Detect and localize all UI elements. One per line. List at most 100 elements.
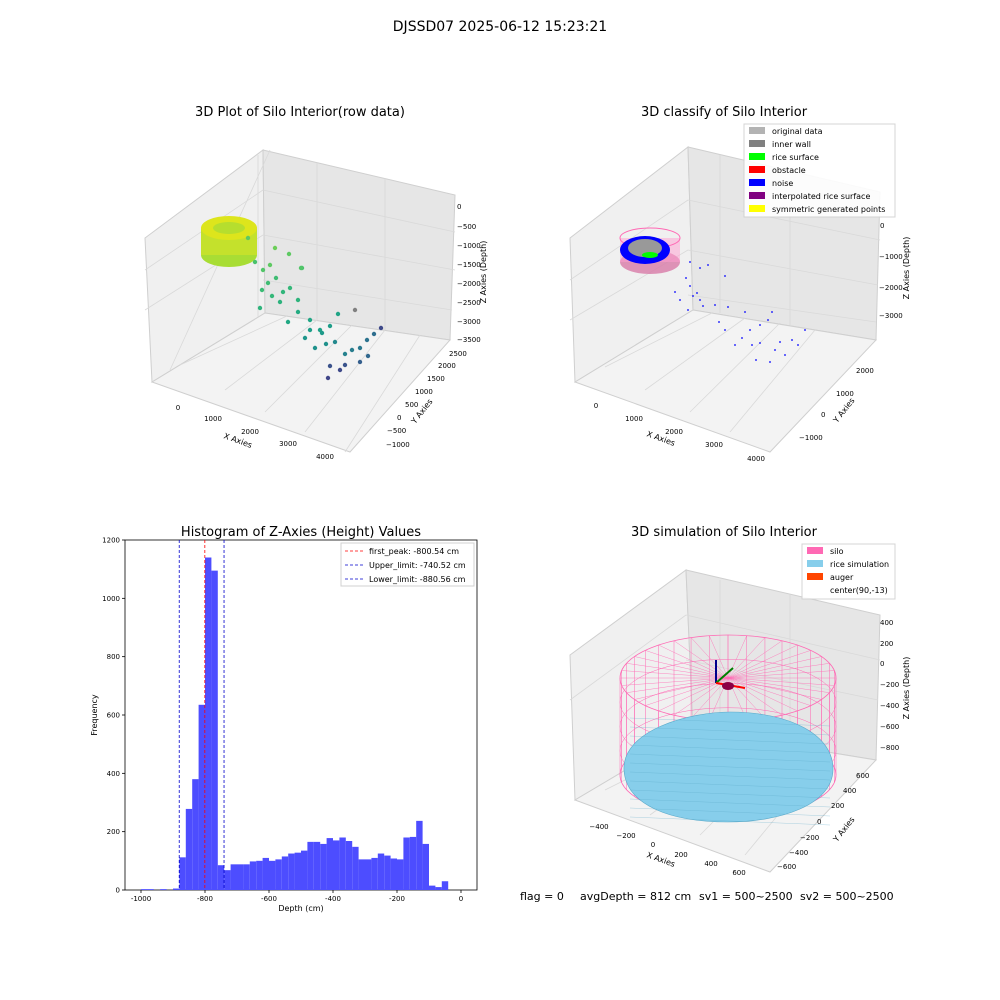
silo-spoke — [626, 663, 729, 679]
histogram-bar — [333, 840, 340, 890]
y-tick-label: 0 — [116, 887, 120, 895]
legend-label: inner wall — [772, 140, 811, 149]
p1-ytick: 500 — [405, 401, 418, 409]
legend-label: symmetric generated points — [772, 205, 885, 214]
p4-ztick: 400 — [880, 619, 893, 627]
scatter-point — [702, 305, 704, 307]
silo-spoke — [621, 677, 729, 686]
silo-spoke — [727, 677, 798, 712]
x-tick-label: -400 — [325, 895, 341, 903]
scatter-point — [371, 331, 377, 337]
silo-spoke — [727, 640, 783, 679]
scatter-point — [696, 292, 698, 294]
scatter-point — [689, 285, 691, 287]
histogram-bar — [262, 857, 269, 890]
x-tick-label: -800 — [197, 895, 213, 903]
scatter-point — [327, 323, 333, 329]
scatter-point — [307, 327, 313, 333]
scatter-point — [755, 359, 757, 361]
histogram-bar — [160, 889, 167, 890]
scatter-point — [259, 287, 265, 293]
scatter-point — [759, 342, 761, 344]
silo-spoke — [727, 677, 835, 686]
histogram-bar — [435, 887, 442, 890]
histogram-bar — [185, 808, 193, 890]
scatter-point — [285, 319, 291, 325]
scatter-point — [744, 311, 746, 313]
scatter-point — [724, 329, 726, 331]
silo-spoke — [727, 670, 835, 679]
p1-ztick: −1000 — [457, 242, 481, 250]
rice-mesh-line — [629, 771, 831, 781]
p4-xtick: 600 — [732, 869, 745, 877]
rice-mesh-line — [629, 744, 831, 754]
panel2-ticks: 0 1000 2000 3000 4000 −1000 0 1000 2000 … — [594, 222, 903, 463]
histogram-bar — [281, 856, 289, 890]
p1-xtick: 3000 — [279, 440, 297, 448]
x-tick-label: -1000 — [131, 895, 151, 903]
silo-spoke — [727, 637, 766, 679]
scatter-point — [312, 345, 318, 351]
legend-swatch — [749, 140, 765, 147]
silo-spoke — [673, 640, 729, 679]
histogram-bar — [147, 889, 154, 890]
panel2-ylabel: Y Axies — [831, 396, 857, 425]
p4-ytick: 400 — [843, 787, 856, 795]
panel3-xticks: -1000 -800 -600 -400 -200 0 — [131, 890, 463, 903]
p2-ytick: 1000 — [836, 390, 854, 398]
scatter-point — [718, 321, 720, 323]
histogram-bar — [409, 836, 417, 890]
p1-ytick: 2500 — [449, 350, 467, 358]
p1-ytick: 1500 — [427, 375, 445, 383]
scatter-point — [277, 299, 283, 305]
panel3-ylabel: Frequency — [90, 694, 99, 736]
auger-y-arrow — [715, 667, 734, 684]
p4-ytick: 200 — [831, 802, 844, 810]
silo-spoke — [621, 670, 729, 679]
histogram-bar — [288, 853, 295, 890]
scatter-point — [774, 349, 776, 351]
p4-ytick: 600 — [856, 772, 869, 780]
p2-xtick: 1000 — [625, 415, 643, 423]
histogram-bar — [217, 865, 225, 890]
p2-xtick: 0 — [594, 402, 598, 410]
legend-swatch — [807, 573, 823, 580]
panel3-axes-frame — [124, 539, 478, 891]
status-flag: flag = 0 — [520, 890, 564, 903]
legend-swatch — [749, 192, 765, 199]
legend-swatch — [749, 205, 765, 212]
p4-xtick: 400 — [704, 860, 717, 868]
silo-spoke — [626, 677, 729, 693]
y-tick-label: 800 — [107, 653, 120, 661]
histogram-bar — [384, 855, 391, 890]
scatter-point — [269, 293, 275, 299]
p4-ztick: −400 — [880, 702, 899, 710]
y-tick-label: 1000 — [102, 595, 120, 603]
x-tick-label: 0 — [459, 895, 463, 903]
scatter-point — [342, 351, 348, 357]
panel3-xlabel: Depth (cm) — [278, 904, 323, 913]
scatter-point — [319, 330, 325, 336]
scatter-point — [378, 325, 384, 331]
scatter-point — [699, 299, 701, 301]
histogram-bar — [358, 859, 365, 890]
silo-spoke — [727, 650, 811, 679]
y-tick-label: 600 — [107, 712, 120, 720]
scatter-point — [349, 347, 355, 353]
scatter-point — [280, 289, 286, 295]
scatter-point — [260, 267, 266, 273]
scatter-point — [784, 354, 786, 356]
p4-ytick: −200 — [800, 834, 819, 842]
scatter-point — [741, 337, 743, 339]
p4-ztick: 0 — [880, 660, 884, 668]
panel4-zlabel: Z Axies (Depth) — [902, 657, 911, 720]
figure-suptitle: DJSSD07 2025-06-12 15:23:21 — [393, 19, 607, 35]
scatter-point — [727, 306, 729, 308]
p1-ytick: 1000 — [415, 388, 433, 396]
p2-xtick: 3000 — [705, 441, 723, 449]
p4-xtick: 0 — [651, 841, 655, 849]
p4-xtick: −200 — [616, 832, 635, 840]
y-tick-label: 1200 — [102, 537, 120, 545]
p1-ztick: −1500 — [457, 261, 481, 269]
panel3-legend-box — [340, 542, 475, 587]
